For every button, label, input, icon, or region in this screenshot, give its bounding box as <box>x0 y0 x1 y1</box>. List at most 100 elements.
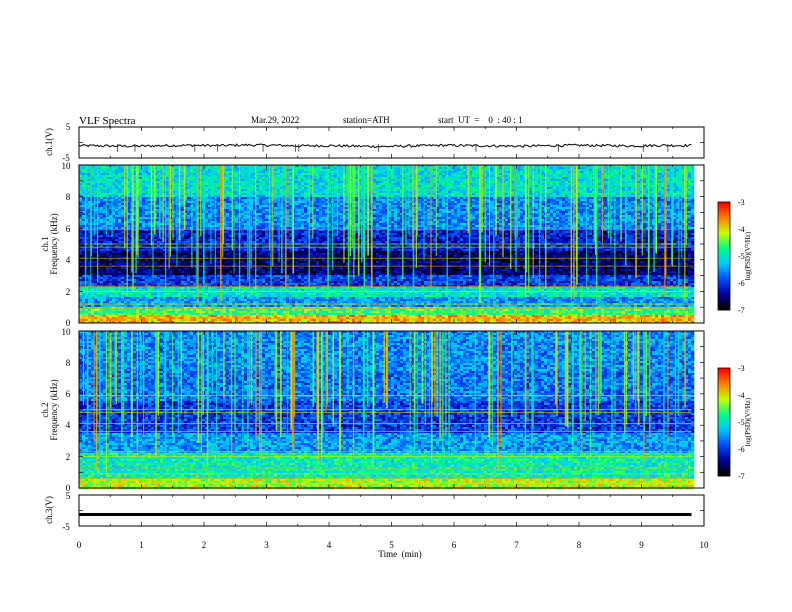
spectrogram-cell <box>433 189 437 192</box>
spectrogram-cell <box>337 167 341 170</box>
spectrogram-cell <box>187 189 191 192</box>
spectrogram-cell <box>460 185 464 188</box>
spectrogram-cell <box>88 189 92 192</box>
spectrogram-cell <box>403 169 407 172</box>
spectrogram-cell <box>610 175 614 178</box>
spectrogram-cell <box>508 171 512 174</box>
spectrogram-cell <box>163 177 167 180</box>
spectrogram-cell <box>433 175 437 178</box>
spectrogram-cell <box>451 167 455 170</box>
spectrogram-cell <box>682 189 686 192</box>
spectrogram-cell <box>376 179 380 182</box>
spectrogram-cell <box>568 195 572 198</box>
spectrogram-cell <box>301 201 305 204</box>
spectrogram-cell <box>172 173 176 176</box>
spectrogram-cell <box>493 197 497 200</box>
spectrogram-cell <box>217 193 221 196</box>
spectrogram-cell <box>403 181 407 184</box>
spectrogram-cell <box>166 165 170 168</box>
spectrogram-cell <box>319 169 323 172</box>
spectrogram-cell <box>406 167 410 170</box>
spectrogram-cell <box>508 193 512 196</box>
spectrogram-cell <box>463 201 467 204</box>
spectrogram-cell <box>157 175 161 178</box>
spectrogram-cell <box>583 205 587 208</box>
spectrogram-cell <box>256 199 260 202</box>
spectrogram-cell <box>325 191 329 194</box>
spectrogram-cell <box>583 185 587 188</box>
spectrogram-cell <box>460 189 464 192</box>
spectrogram-cell <box>430 175 434 178</box>
spectrogram-cell <box>223 167 227 170</box>
spectrogram-cell <box>442 197 446 200</box>
spectrogram-cell <box>448 195 452 198</box>
spectrogram-cell <box>334 201 338 204</box>
spectrogram-cell <box>553 181 557 184</box>
spectrogram-cell <box>181 187 185 190</box>
spectrogram-cell <box>355 207 359 210</box>
spectrogram-cell <box>364 177 368 180</box>
spectrogram-cell <box>643 207 647 210</box>
spectrogram-cell <box>220 183 224 186</box>
spectrogram-cell <box>187 191 191 194</box>
spectrogram-cell <box>439 185 443 188</box>
spectrogram-cell <box>637 189 641 192</box>
spectrogram-cell <box>661 199 665 202</box>
spectrogram-cell <box>121 195 125 198</box>
spectrogram-cell <box>115 209 119 212</box>
spectrogram-cell <box>580 185 584 188</box>
spectrogram-cell <box>580 183 584 186</box>
spectrogram-cell <box>355 205 359 208</box>
spectrogram-cell <box>211 189 215 192</box>
spectrogram-cell <box>244 173 248 176</box>
spectrogram-cell <box>457 207 461 210</box>
spectrogram-cell <box>97 169 101 172</box>
spectrogram-cell <box>181 199 185 202</box>
spectrogram-cell <box>643 169 647 172</box>
spectrogram-cell <box>241 183 245 186</box>
spectrogram-cell <box>148 181 152 184</box>
spectrogram-cell <box>571 171 575 174</box>
spectrogram-cell <box>661 187 665 190</box>
spectrogram-cell <box>187 179 191 182</box>
spectrogram-cell <box>637 195 641 198</box>
spectrogram-cell <box>85 199 89 202</box>
spectrogram-cell <box>316 195 320 198</box>
spectrogram-cell <box>316 175 320 178</box>
spectrogram-cell <box>319 171 323 174</box>
spectrogram-cell <box>562 173 566 176</box>
spectrogram-cell <box>304 197 308 200</box>
spectrogram-cell <box>472 199 476 202</box>
spectrogram-cell <box>316 203 320 206</box>
spectrogram-cell <box>394 191 398 194</box>
spectrogram-cell <box>682 169 686 172</box>
spectrogram-cell <box>433 195 437 198</box>
spectrogram-cell <box>220 195 224 198</box>
spectrogram-cell <box>379 201 383 204</box>
spectrogram-cell <box>181 195 185 198</box>
spectrogram-cell <box>346 169 350 172</box>
spectrogram-cell <box>691 201 695 204</box>
spectrogram-cell <box>526 199 530 202</box>
spectrogram-cell <box>505 195 509 198</box>
spectrogram-cell <box>79 189 83 192</box>
spectrogram-cell <box>406 179 410 182</box>
spectrogram-cell <box>604 171 608 174</box>
spectrogram-cell <box>394 203 398 206</box>
spectrogram-cell <box>127 177 131 180</box>
spectrogram-cell <box>535 191 539 194</box>
spectrogram-cell <box>322 197 326 200</box>
spectrogram-cell <box>385 165 389 168</box>
start-ut-label: start UT = 0 : 40 : 1 <box>438 115 523 125</box>
spectrogram-cell <box>157 193 161 196</box>
spectrogram-cell <box>598 169 602 172</box>
spectrogram-cell <box>676 185 680 188</box>
spectrogram-cell <box>340 207 344 210</box>
spectrogram-cell <box>487 169 491 172</box>
spectrogram-cell <box>511 203 515 206</box>
spectrogram-cell <box>217 167 221 170</box>
spectrogram-cell <box>580 173 584 176</box>
spectrogram-cell <box>343 181 347 184</box>
spectrogram-cell <box>208 171 212 174</box>
spectrogram-cell <box>616 209 620 212</box>
